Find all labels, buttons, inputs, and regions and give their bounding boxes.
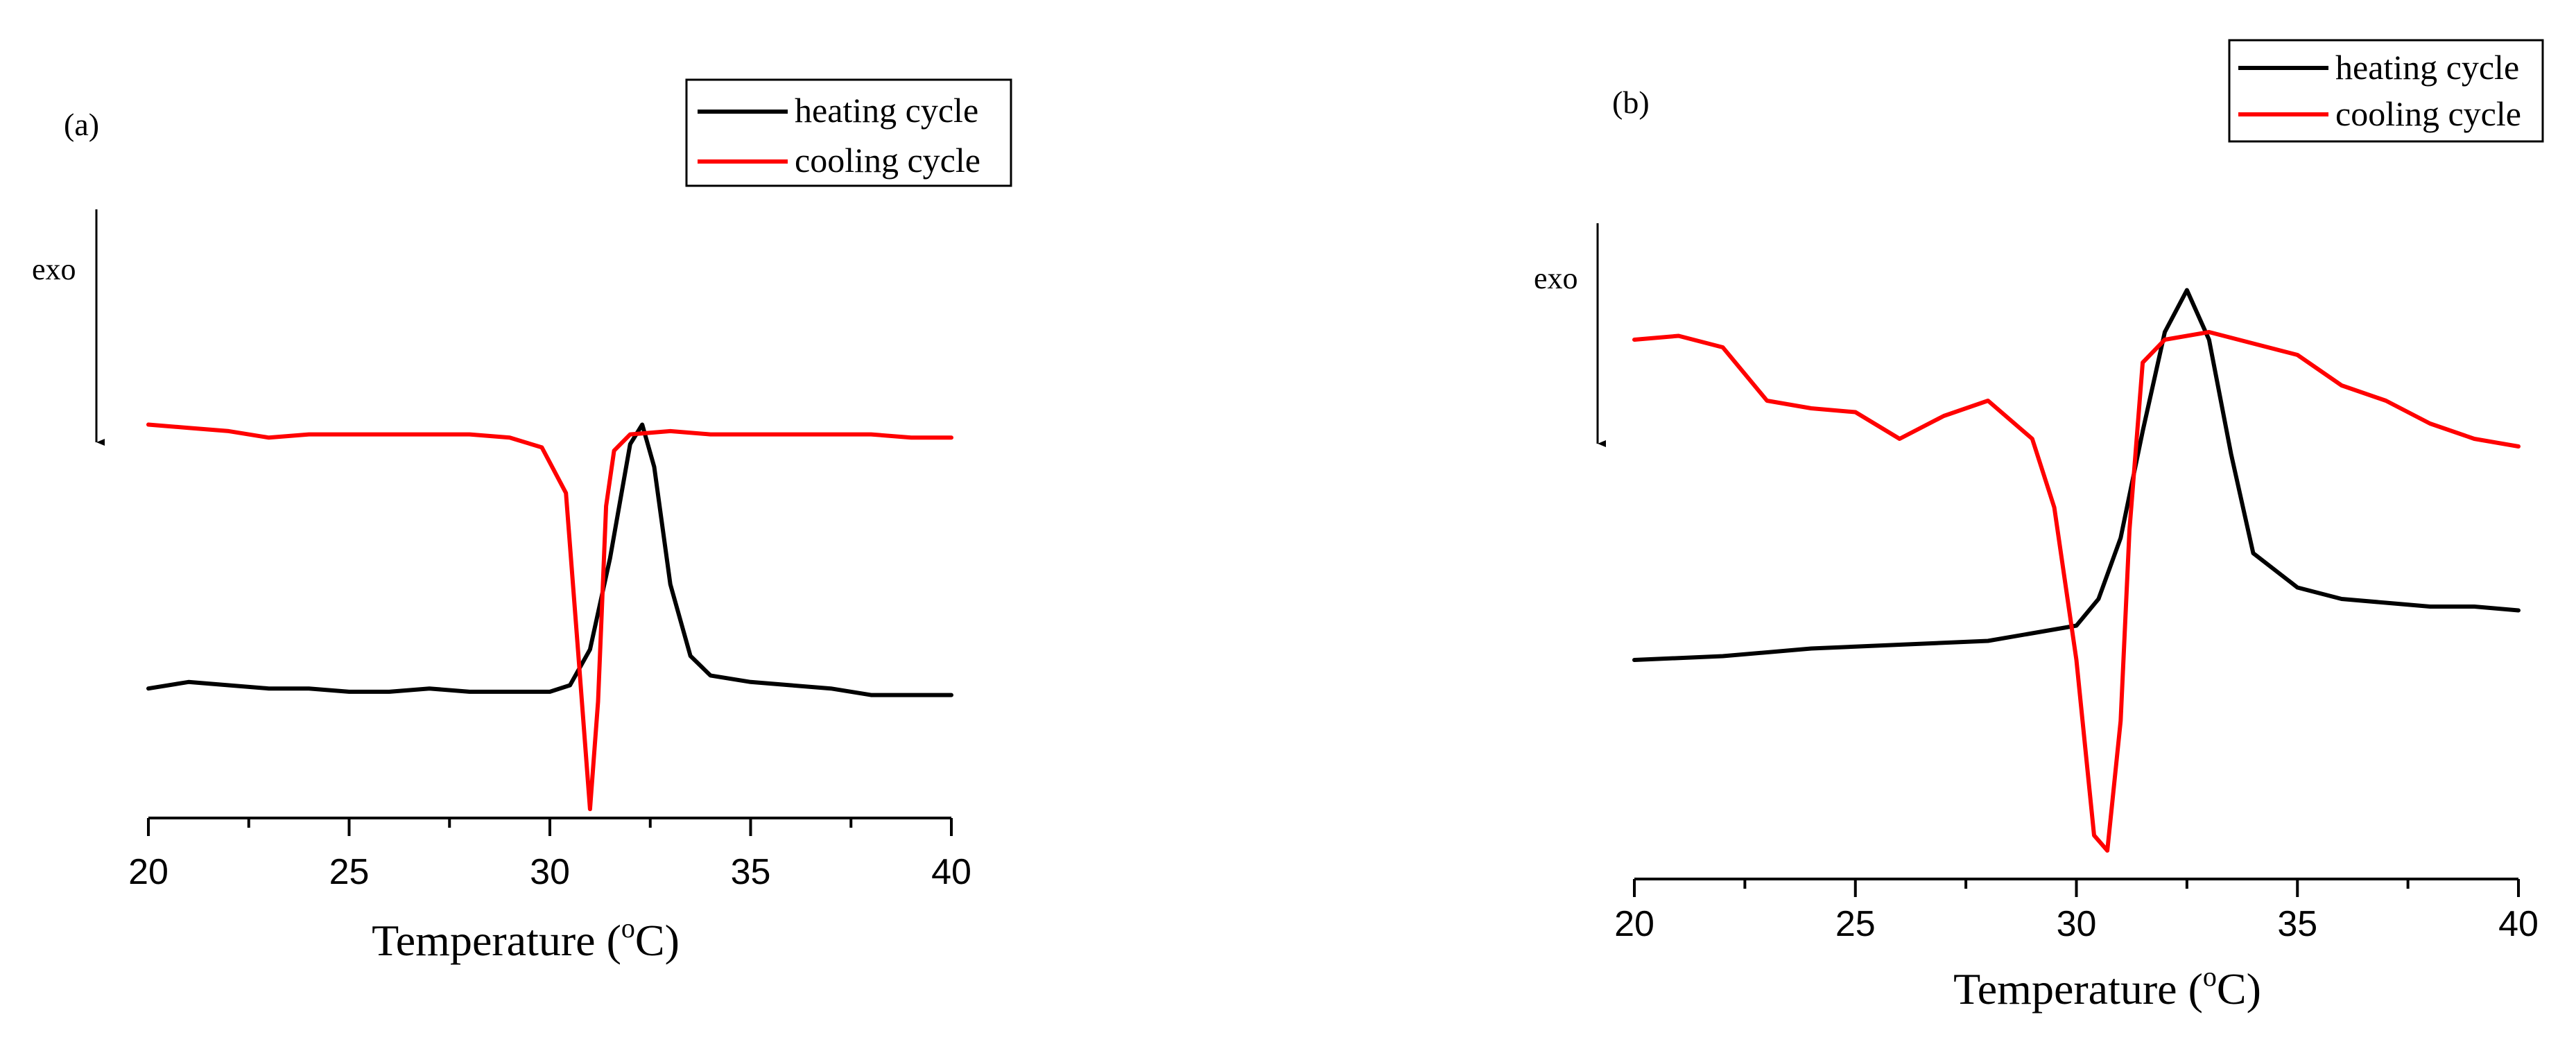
panel-b-exo-label: exo: [1534, 261, 1578, 295]
panel-a-legend: heating cycle cooling cycle: [685, 78, 1012, 187]
panel-b-legend-box: [2228, 39, 2544, 143]
panel-b-exo-indicator: exo: [1534, 223, 1606, 447]
panel-b-legend: heating cycle cooling cycle: [2228, 39, 2544, 143]
panel-b: (b) heating cycle cooling cycle exo 20 25…: [1534, 39, 2544, 1013]
panel-a-x-axis-title: Temperature (oC): [372, 912, 680, 965]
panel-a-series: [146, 422, 953, 812]
panel-a: (a) heating cycle cooling cycle exo 20 25…: [32, 78, 1012, 965]
panel-b-tick-label: 35: [2277, 904, 2317, 944]
panel-a-legend-label-heating: heating cycle: [795, 91, 978, 130]
panel-a-x-title-suffix: C): [635, 916, 680, 965]
panel-b-series-heating-line: [1632, 288, 2521, 662]
panel-b-x-title-sup: o: [2203, 961, 2217, 992]
panel-b-tick-label: 25: [1835, 904, 1876, 944]
panel-b-x-axis-title: Temperature (oC): [1953, 961, 2261, 1013]
panel-a-tick-label: 30: [530, 852, 570, 892]
panel-a-series-cooling-line: [146, 422, 953, 812]
panel-b-series: [1632, 288, 2521, 853]
panel-b-x-axis: 20 25 30 35 40: [1614, 878, 2539, 944]
panel-a-x-axis: 20 25 30 35 40: [128, 817, 971, 892]
panel-b-legend-label-heating: heating cycle: [2335, 48, 2519, 87]
panel-b-tick-label: 30: [2057, 904, 2097, 944]
panel-b-legend-label-cooling: cooling cycle: [2335, 94, 2521, 133]
panel-a-tick-label: 35: [731, 852, 771, 892]
panel-a-legend-label-cooling: cooling cycle: [795, 141, 980, 180]
panel-a-legend-box: [685, 78, 1012, 187]
panel-b-x-title-suffix: C): [2217, 964, 2261, 1013]
panel-a-tick-label: 20: [128, 852, 168, 892]
panel-a-x-title-sup: o: [621, 912, 635, 943]
panel-a-exo-label: exo: [32, 252, 76, 286]
panel-a-exo-indicator: exo: [32, 209, 105, 446]
panel-b-label: (b): [1612, 85, 1650, 120]
panel-a-tick-label: 25: [329, 852, 370, 892]
panel-a-tick-label: 40: [931, 852, 971, 892]
panel-a-x-title-prefix: Temperature (: [372, 916, 621, 965]
panel-b-x-title-prefix: Temperature (: [1953, 964, 2203, 1013]
panel-b-tick-label: 40: [2498, 904, 2539, 944]
panel-a-label: (a): [64, 107, 99, 142]
panel-b-series-cooling-line: [1632, 330, 2521, 853]
panel-b-tick-label: 20: [1614, 904, 1654, 944]
